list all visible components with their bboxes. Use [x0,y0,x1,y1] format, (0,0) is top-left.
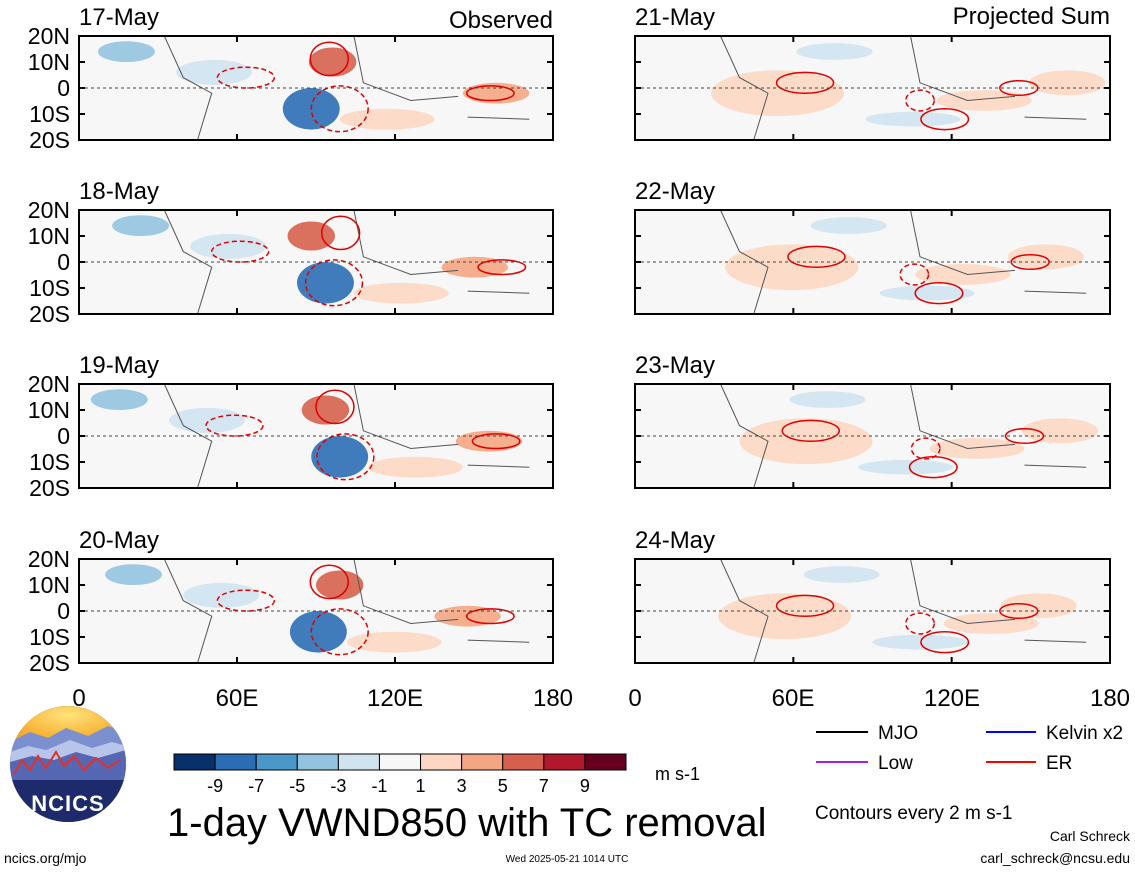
lat-label: 20N [28,371,70,397]
legend-label: MJO [878,723,918,744]
colorbar-label: -5 [289,776,305,796]
colorbar-label: 3 [457,776,467,796]
colorbar-label: 1 [416,776,426,796]
observed-title: Observed [449,7,553,34]
colorbar-label: -9 [207,776,223,796]
panel-date: 21-May [635,4,715,31]
colorbar-swatch [214,753,257,771]
colorbar-swatch [420,753,463,771]
lat-label: 20N [28,23,70,49]
colorbar-swatch [255,753,298,771]
contour-note: Contours every 2 m s-1 [815,803,1012,824]
colorbar: -9 -7 -5 -3 -1 1 3 5 7 9 [173,753,627,796]
author-name: Carl Schreck [1050,828,1131,844]
map-panel-right: 24-May [634,527,1111,664]
lon-label: 60E [772,685,815,712]
colorbar-swatch [584,753,627,771]
lat-label: 10S [29,275,70,301]
lon-label: 180 [533,685,573,712]
lat-label: 10S [29,449,70,475]
colorbar-label: -3 [330,776,346,796]
wave-legend: MJO Kelvin x2 Low ER [816,723,1123,774]
colorbar-swatch [461,753,504,771]
website-link[interactable]: ncics.org/mjo [4,850,87,866]
lon-label: 120E [924,685,980,712]
map-panels: 17-May20N10N010S20S18-May20N10N010S20S19… [28,4,1111,676]
lat-label: 10N [28,572,70,598]
lat-label: 10S [29,624,70,650]
projected-title: Projected Sum [953,3,1110,30]
panel-date: 22-May [635,178,715,205]
logo-text: NCICS [31,791,104,816]
legend-label: Kelvin x2 [1046,723,1123,744]
panel-date: 18-May [79,178,159,205]
lat-label: 20S [29,475,70,501]
panel-date: 20-May [79,527,159,554]
lat-label: 10N [28,397,70,423]
lat-label: 0 [57,598,70,624]
lon-label: 60E [216,685,259,712]
map-panel-right: 22-May [634,178,1111,315]
panel-date: 24-May [635,527,715,554]
lat-label: 0 [57,423,70,449]
legend-label: Low [878,753,913,774]
colorbar-label: 9 [580,776,590,796]
lon-label: 180 [1090,685,1130,712]
lat-label: 20N [28,546,70,572]
colorbar-label: -7 [248,776,264,796]
colorbar-label: 5 [498,776,508,796]
colorbar-swatch [502,753,545,771]
legend-item-kelvin: Kelvin x2 [986,723,1123,744]
units-label: m s-1 [655,764,700,784]
panel-date: 23-May [635,352,715,379]
lat-label: 20S [29,650,70,676]
author-email[interactable]: carl_schreck@ncsu.edu [980,850,1130,866]
legend-label: ER [1046,753,1072,774]
lat-label: 0 [57,75,70,101]
timestamp: Wed 2025-05-21 1014 UTC [506,854,629,865]
lon-label: 0 [628,685,641,712]
lat-label: 10N [28,49,70,75]
panel-date: 17-May [79,4,159,31]
legend-item-mjo: MJO [816,723,918,744]
panel-date: 19-May [79,352,159,379]
main-title: 1-day VWND850 with TC removal [167,801,766,845]
ncics-logo[interactable]: NCICS [10,706,126,824]
lat-label: 10N [28,223,70,249]
colorbar-label: -1 [371,776,387,796]
lon-axis-left: 0 60E 120E 180 [72,685,573,712]
colorbar-swatch [296,753,339,771]
lat-label: 10S [29,101,70,127]
map-panel-right: 21-May [634,4,1111,141]
colorbar-swatch [543,753,586,771]
colorbar-swatch [378,753,422,771]
colorbar-swatch [173,753,216,771]
legend-item-er: ER [986,753,1072,774]
lon-axis-right: 0 60E 120E 180 [628,685,1130,712]
colorbar-swatch [337,753,380,771]
map-panel-right: 23-May [634,352,1111,489]
lat-label: 20N [28,197,70,223]
lat-label: 0 [57,249,70,275]
lat-label: 20S [29,127,70,153]
lon-label: 120E [367,685,423,712]
lat-label: 20S [29,301,70,327]
legend-item-low: Low [816,753,913,774]
lon-label: 0 [72,685,85,712]
colorbar-label: 7 [539,776,549,796]
